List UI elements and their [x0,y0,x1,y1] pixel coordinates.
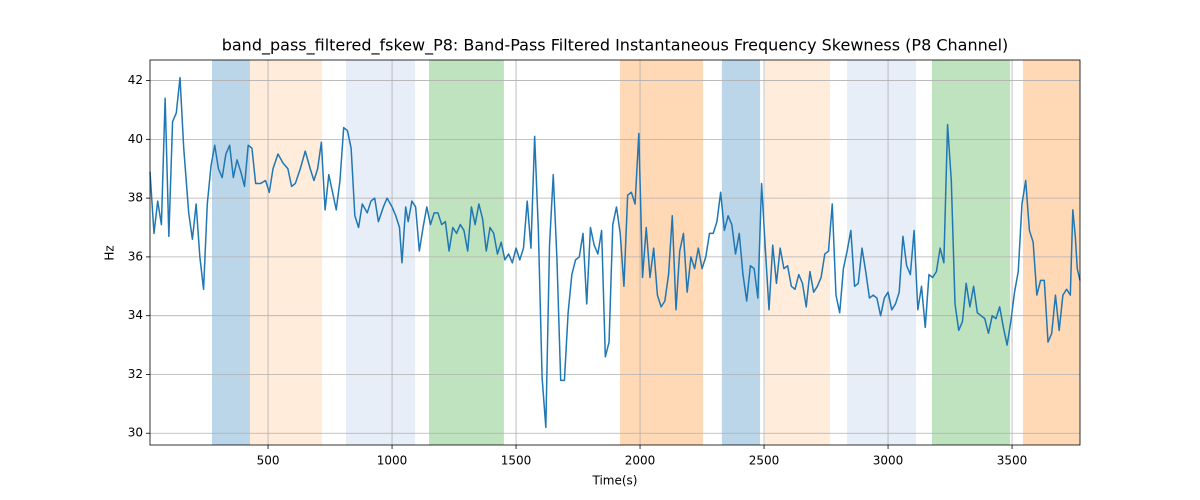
shaded-span [345,60,416,445]
shaded-span [212,60,250,445]
shaded-span [931,60,1011,445]
y-axis-label: Hz [103,245,117,260]
x-tick-label: 1500 [501,454,532,468]
y-tick-label: 36 [128,249,143,263]
shaded-span [765,60,831,445]
x-tick-label: 1000 [377,454,408,468]
y-tick-label: 30 [128,426,143,440]
x-tick-label: 2000 [625,454,656,468]
y-tick-label: 32 [128,367,143,381]
x-tick-label: 500 [257,454,280,468]
axes-frame [149,59,1081,446]
y-tick-label: 42 [128,73,143,87]
y-tick-label: 40 [128,132,143,146]
shaded-span [429,60,504,445]
shaded-span [1022,60,1080,445]
y-tick-label: 34 [128,308,143,322]
data-line [149,76,1081,429]
x-tick-label: 2500 [749,454,780,468]
shaded-span [249,60,323,445]
shaded-span [619,60,704,445]
x-tick-label: 3000 [873,454,904,468]
x-tick-label: 3500 [997,454,1028,468]
chart-title: band_pass_filtered_fskew_P8: Band-Pass F… [222,36,1009,56]
x-axis-label: Time(s) [592,474,638,488]
y-tick-label: 38 [128,191,143,205]
